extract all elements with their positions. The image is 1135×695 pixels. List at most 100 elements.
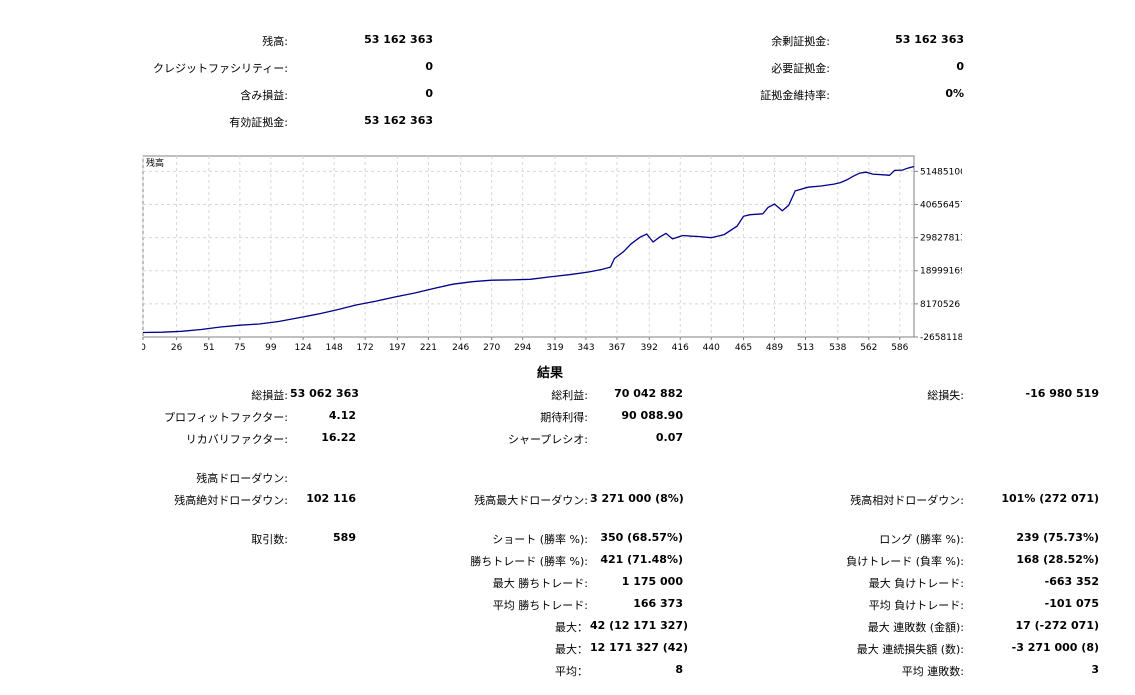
- margin-level-value: 0%: [945, 87, 964, 100]
- margin-label: 必要証拠金:: [771, 62, 830, 75]
- avg-loss-label: 平均 負けトレード:: [868, 599, 964, 612]
- avg-cons-losses-value: 3: [1091, 663, 1099, 676]
- chart-ytick-label: 51485100: [920, 167, 962, 177]
- loss-trades-value: 168 (28.52%): [1016, 553, 1099, 566]
- largest-loss-value: -663 352: [1044, 575, 1099, 588]
- chart-xtick-label: 513: [797, 343, 814, 353]
- recovery-factor-value: 16.22: [321, 431, 356, 444]
- margin-value: 0: [956, 60, 964, 73]
- largest-loss-label: 最大 負けトレード:: [868, 577, 964, 590]
- chart-frame: [142, 155, 915, 338]
- drawdown-header: 残高ドローダウン:: [196, 472, 288, 485]
- sharpe-label: シャープレシオ:: [507, 433, 588, 446]
- chart-xtick-label: 586: [891, 343, 908, 353]
- rel-drawdown-label: 残高相対ドローダウン:: [850, 494, 964, 507]
- chart-ytick-label: -2658118: [920, 333, 962, 343]
- avg-cons-wins-label: 平均：: [555, 665, 588, 678]
- chart-xtick-label: 294: [514, 343, 531, 353]
- credit-value: 0: [425, 60, 433, 73]
- balance-chart: 51485100 40656457 29827813 18999169 8170526 -…: [142, 155, 962, 355]
- chart-ytick-label: 29827813: [920, 234, 962, 244]
- chart-xtick-label: 489: [766, 343, 783, 353]
- chart-xtick-label: 562: [860, 343, 877, 353]
- largest-profit-value: 1 175 000: [621, 575, 683, 588]
- chart-xtick-label: 367: [608, 343, 625, 353]
- loss-trades-label: 負けトレード (負率 %):: [846, 555, 964, 568]
- net-profit-value: 53 062 363: [290, 387, 359, 400]
- chart-ytick-label: 18999169: [920, 267, 962, 277]
- floating-label: 含み損益:: [240, 89, 288, 102]
- long-value: 239 (75.73%): [1016, 531, 1099, 544]
- max-cons-losses-value: 17 (-272 071): [1015, 619, 1099, 632]
- short-label: ショート (勝率 %):: [492, 533, 588, 546]
- expected-payoff-label: 期待利得:: [540, 411, 588, 424]
- chart-xtick-label: 148: [326, 343, 343, 353]
- avg-cons-wins-value: 8: [675, 663, 683, 676]
- chart-xtick-label: 197: [389, 343, 406, 353]
- chart-xtick-label: 124: [295, 343, 312, 353]
- chart-xtick-label: 51: [203, 343, 214, 353]
- total-trades-label: 取引数:: [251, 533, 288, 546]
- chart-xtick-label: 75: [234, 343, 245, 353]
- free-margin-label: 余剰証拠金:: [771, 35, 830, 48]
- gross-profit-label: 総利益:: [551, 389, 588, 402]
- balance-chart-svg: 51485100 40656457 29827813 18999169 8170526 -…: [142, 155, 962, 353]
- max-cons-wins-label: 最大：: [555, 621, 588, 634]
- short-value: 350 (68.57%): [600, 531, 683, 544]
- chart-xtick-label: 0: [142, 343, 146, 353]
- max-cons-profit-label: 最大：: [555, 643, 588, 656]
- avg-profit-label: 平均 勝ちトレード:: [492, 599, 588, 612]
- recovery-factor-label: リカバリファクター:: [185, 433, 288, 446]
- max-cons-profit-value: 12 171 327 (42): [590, 641, 689, 654]
- sharpe-value: 0.07: [655, 431, 683, 444]
- max-drawdown-value: 3 271 000 (8%): [590, 492, 684, 505]
- chart-xtick-label: 440: [703, 343, 720, 353]
- chart-xtick-label: 538: [829, 343, 846, 353]
- net-profit-label: 総損益:: [251, 389, 288, 402]
- avg-loss-value: -101 075: [1044, 597, 1099, 610]
- rel-drawdown-value: 101% (272 071): [1001, 492, 1099, 505]
- balance-label: 残高:: [262, 35, 288, 48]
- chart-xtick-label: 465: [735, 343, 752, 353]
- avg-profit-value: 166 373: [633, 597, 683, 610]
- floating-value: 0: [425, 87, 433, 100]
- chart-xtick-label: 99: [265, 343, 277, 353]
- long-label: ロング (勝率 %):: [879, 533, 964, 546]
- profit-trades-value: 421 (71.48%): [600, 553, 683, 566]
- profit-trades-label: 勝ちトレード (勝率 %):: [470, 555, 588, 568]
- chart-xtick-label: 343: [577, 343, 594, 353]
- chart-xtick-label: 270: [483, 343, 500, 353]
- results-title: 結果: [536, 366, 563, 381]
- chart-title: 残高: [146, 157, 164, 169]
- chart-xtick-label: 392: [641, 343, 658, 353]
- chart-xtick-label: 172: [357, 343, 374, 353]
- max-cons-wins-value: 42 (12 171 327): [590, 619, 689, 632]
- abs-drawdown-value: 102 116: [306, 492, 356, 505]
- max-drawdown-label: 残高最大ドローダウン:: [474, 494, 588, 507]
- gross-loss-label: 総損失:: [927, 389, 964, 402]
- max-cons-loss-label: 最大 連続損失額 (数):: [856, 643, 964, 656]
- gross-profit-value: 70 042 882: [614, 387, 683, 400]
- max-cons-losses-label: 最大 連敗数 (金額):: [867, 621, 964, 634]
- chart-xtick-label: 319: [546, 343, 563, 353]
- chart-xtick-label: 246: [452, 343, 469, 353]
- max-cons-loss-value: -3 271 000 (8): [1011, 641, 1099, 654]
- equity-value: 53 162 363: [364, 114, 433, 127]
- equity-label: 有効証拠金:: [229, 116, 288, 129]
- chart-xtick-label: 221: [420, 343, 437, 353]
- expected-payoff-value: 90 088.90: [621, 409, 683, 422]
- balance-line: [142, 165, 915, 334]
- free-margin-value: 53 162 363: [895, 33, 964, 46]
- avg-cons-losses-label: 平均 連敗数:: [901, 665, 964, 678]
- largest-profit-label: 最大 勝ちトレード:: [492, 577, 588, 590]
- chart-ytick-label: 40656457: [920, 200, 962, 210]
- chart-xtick-label: 26: [171, 343, 183, 353]
- abs-drawdown-label: 残高絶対ドローダウン:: [174, 494, 288, 507]
- chart-ytick-label: 8170526: [920, 300, 960, 310]
- margin-level-label: 証拠金維持率:: [760, 89, 830, 102]
- gross-loss-value: -16 980 519: [1025, 387, 1099, 400]
- profit-factor-label: プロフィットファクター:: [163, 411, 288, 424]
- total-trades-value: 589: [333, 531, 356, 544]
- chart-xtick-label: 416: [672, 343, 689, 353]
- profit-factor-value: 4.12: [328, 409, 356, 422]
